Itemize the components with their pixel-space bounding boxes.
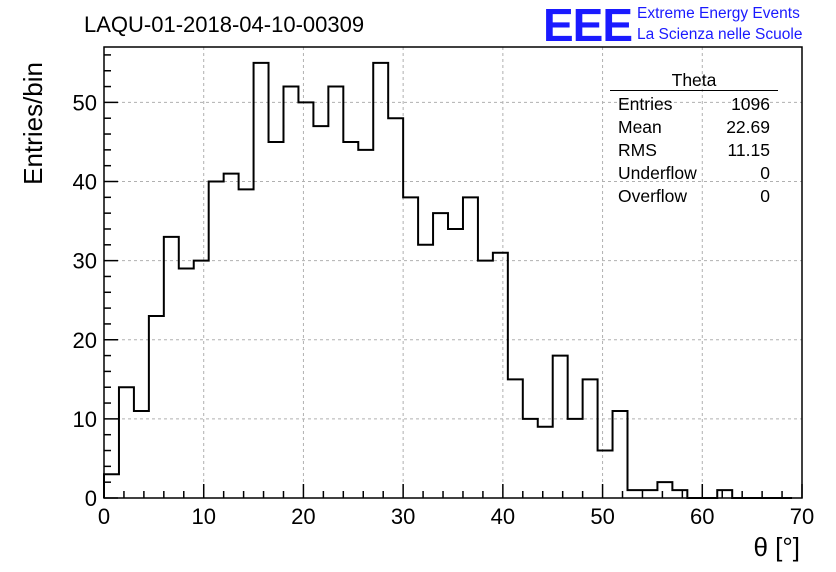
histogram-bin	[209, 182, 224, 498]
y-tick-label: 10	[73, 407, 97, 432]
logo-line-1: Extreme Energy Events	[637, 5, 800, 22]
histogram-bin	[343, 142, 358, 498]
stats-title: Theta	[671, 70, 717, 90]
stats-label: Overflow	[618, 186, 688, 206]
axis-ticks	[103, 54, 803, 499]
histogram-bin	[628, 490, 643, 498]
histogram-bin	[642, 490, 657, 498]
stats-divider	[610, 90, 778, 91]
histogram-bin	[478, 261, 493, 498]
histogram-series	[103, 61, 793, 499]
histogram-bin	[568, 419, 583, 498]
eee-logo-mark: EEE	[543, 0, 633, 51]
stats-row-rms: RMS 11.15	[610, 139, 778, 162]
x-tick-label: 10	[191, 504, 215, 529]
x-tick-label: 0	[98, 504, 110, 529]
histogram-bin	[598, 451, 613, 498]
y-tick-label: 50	[73, 90, 97, 115]
y-tick-label: 20	[73, 328, 97, 353]
stats-label: Mean	[618, 117, 662, 137]
run-title: LAQU-01-2018-04-10-00309	[84, 12, 365, 37]
histogram-bin	[433, 213, 448, 498]
histogram-bin	[149, 316, 164, 498]
x-tick-label: 20	[291, 504, 315, 529]
stats-row-mean: Mean 22.69	[610, 116, 778, 139]
stats-label: RMS	[618, 140, 657, 160]
histogram-bin	[119, 387, 134, 498]
stats-label: Entries	[618, 94, 673, 114]
y-tick-label: 40	[73, 170, 97, 195]
stats-row-entries: Entries 1096	[610, 93, 778, 116]
histogram-bin	[358, 150, 373, 498]
x-tick-label: 30	[391, 504, 415, 529]
eee-logo: EEE Extreme Energy Events La Scienza nel…	[543, 0, 833, 51]
plot-frame	[103, 46, 803, 499]
histogram-bin	[388, 118, 403, 498]
x-tick-label: 40	[491, 504, 515, 529]
stats-row-overflow: Overflow 0	[610, 185, 778, 208]
histogram-bin	[179, 269, 194, 498]
histogram-bin	[298, 102, 313, 498]
histogram-bin	[283, 87, 298, 498]
x-tick-label: 60	[690, 504, 714, 529]
histogram-bin	[403, 197, 418, 498]
y-axis-label: Entries/bin	[18, 62, 48, 185]
histogram-bin	[613, 411, 628, 498]
histogram-bin	[104, 474, 119, 498]
histogram-bin	[508, 379, 523, 498]
histogram-bin	[672, 490, 687, 498]
histogram-bin	[463, 197, 478, 498]
stats-value: 1096	[731, 94, 770, 114]
stats-value: 22.69	[726, 117, 770, 137]
histogram-bin	[553, 356, 568, 498]
histogram-bin	[493, 253, 508, 498]
logo-line-2: La Scienza nelle Scuole	[637, 26, 803, 43]
histogram-bin	[538, 427, 553, 498]
histogram-bin	[164, 237, 179, 498]
histogram-bin	[254, 63, 269, 498]
stats-box: Theta Entries 1096 Mean 22.69 RMS 11.15 …	[610, 70, 778, 208]
histogram-bin	[269, 142, 284, 498]
histogram-bin	[224, 174, 239, 498]
histogram-bin	[523, 419, 538, 498]
histogram-bin	[373, 63, 388, 498]
y-tick-label: 0	[85, 486, 97, 511]
histogram-bin	[657, 482, 672, 498]
x-tick-label: 50	[590, 504, 614, 529]
histogram-bin	[134, 411, 149, 498]
histogram-bin	[194, 261, 209, 498]
stats-value: 11.15	[727, 140, 771, 160]
axis-tick-labels: 0 10 20 30 40 50 60 70 0 10 20 30 40 50	[73, 90, 815, 529]
stats-value: 0	[760, 163, 770, 183]
histogram-bin	[448, 229, 463, 498]
histogram-outline	[103, 61, 793, 499]
histogram-bin	[418, 245, 433, 498]
histogram-bin	[583, 379, 598, 498]
x-axis-label: θ [°]	[753, 532, 800, 562]
stats-value: 0	[760, 186, 770, 206]
histogram-bin	[239, 189, 254, 498]
x-tick-label: 70	[790, 504, 814, 529]
histogram-bin	[717, 490, 732, 498]
stats-label: Underflow	[618, 163, 697, 183]
histogram-bin	[328, 87, 343, 498]
stats-row-underflow: Underflow 0	[610, 162, 778, 185]
y-tick-label: 30	[73, 249, 97, 274]
